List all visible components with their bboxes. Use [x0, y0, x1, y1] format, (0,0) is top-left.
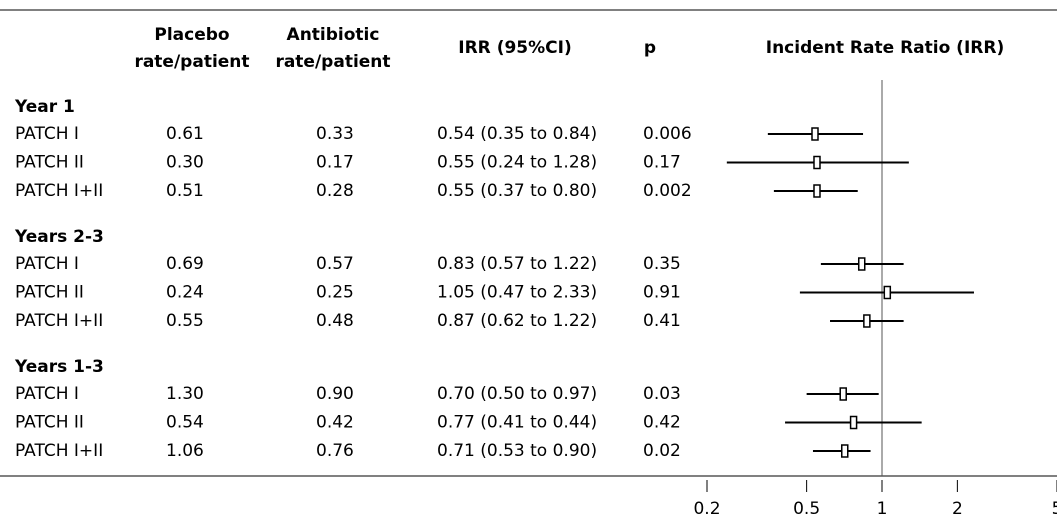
cell: 0.55 (0.37 to 0.80)	[437, 181, 597, 201]
cell: 0.54 (0.35 to 0.84)	[437, 124, 597, 144]
column-header: IRR (95%CI)	[458, 38, 571, 58]
cell: 1.05 (0.47 to 2.33)	[437, 283, 597, 303]
column-header: rate/patient	[134, 52, 249, 72]
cell: 0.002	[643, 181, 692, 201]
plot-title: Incident Rate Ratio (IRR)	[766, 38, 1004, 58]
estimate-marker	[813, 184, 821, 198]
cell: 0.54	[166, 413, 204, 433]
cell: 0.17	[643, 153, 681, 173]
cell: PATCH II	[15, 283, 84, 303]
cell: 0.33	[316, 124, 354, 144]
cell: 0.48	[316, 311, 354, 331]
cell: 0.42	[643, 413, 681, 433]
group-title: Years 1-3	[14, 357, 104, 377]
cell: 0.83 (0.57 to 1.22)	[437, 254, 597, 274]
cell: PATCH I	[15, 254, 79, 274]
cell: 0.42	[316, 413, 354, 433]
x-tick-label: 5	[1052, 499, 1057, 517]
cell: PATCH I+II	[15, 441, 103, 461]
cell: 0.76	[316, 441, 354, 461]
cell: PATCH II	[15, 153, 84, 173]
cell: 0.71 (0.53 to 0.90)	[437, 441, 597, 461]
cell: 0.90	[316, 384, 354, 404]
x-tick-label: 0.5	[793, 499, 820, 517]
cell: 0.02	[643, 441, 681, 461]
cell: PATCH I	[15, 124, 79, 144]
estimate-marker	[839, 387, 847, 401]
estimate-marker	[857, 257, 866, 271]
cell: 0.61	[166, 124, 204, 144]
cell: PATCH I+II	[15, 181, 103, 201]
cell: 0.57	[316, 254, 354, 274]
cell: 0.006	[643, 124, 692, 144]
column-header: p	[644, 38, 656, 58]
estimate-marker	[849, 415, 858, 430]
cell: 0.87 (0.62 to 1.22)	[437, 311, 597, 331]
cell: 0.24	[166, 283, 204, 303]
group-title: Years 2-3	[14, 227, 104, 247]
column-header: Antibiotic	[287, 25, 380, 45]
cell: 0.69	[166, 254, 204, 274]
cell: 0.30	[166, 153, 204, 173]
cell: 0.17	[316, 153, 354, 173]
cell: 0.77 (0.41 to 0.44)	[437, 413, 597, 433]
cell: 0.41	[643, 311, 681, 331]
cell: 0.03	[643, 384, 681, 404]
x-tick-label: 0.2	[693, 499, 720, 517]
cell: PATCH I	[15, 384, 79, 404]
estimate-marker	[841, 444, 849, 458]
cell: 0.55	[166, 311, 204, 331]
x-tick-label: 2	[952, 499, 963, 517]
cell: 0.51	[166, 181, 204, 201]
cell: 0.28	[316, 181, 354, 201]
estimate-marker	[813, 155, 821, 170]
cell: 0.70 (0.50 to 0.97)	[437, 384, 597, 404]
cell: PATCH I+II	[15, 311, 103, 331]
cell: 1.06	[166, 441, 204, 461]
column-header: rate/patient	[275, 52, 390, 72]
estimate-marker	[863, 314, 871, 328]
cell: 0.25	[316, 283, 354, 303]
estimate-marker	[811, 127, 819, 141]
group-title: Year 1	[14, 97, 75, 117]
cell: 1.30	[166, 384, 204, 404]
cell: 0.55 (0.24 to 1.28)	[437, 153, 597, 173]
estimate-marker	[883, 285, 892, 300]
cell: 0.35	[643, 254, 681, 274]
x-tick-label: 1	[877, 499, 888, 517]
cell: PATCH II	[15, 413, 84, 433]
cell: 0.91	[643, 283, 681, 303]
column-header: Placebo	[154, 25, 229, 45]
